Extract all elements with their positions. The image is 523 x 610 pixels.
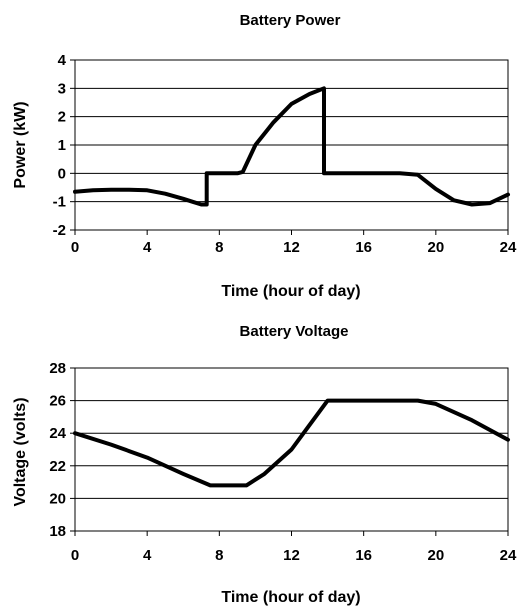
y-tick-label: 28	[49, 360, 66, 377]
chart-title: Battery Voltage	[240, 323, 349, 340]
y-tick-label: 0	[58, 165, 66, 182]
battery-voltage-chart: Battery Voltage 18 20 22 24 26 28 0 4 8 12 16 20 24…	[12, 323, 517, 606]
y-tick-label: 20	[49, 490, 66, 507]
voltage-series-line	[73, 398, 510, 488]
y-tick-label: 1	[58, 137, 66, 154]
chart-title: Battery Power	[240, 12, 341, 29]
y-tick-label: 24	[49, 425, 66, 442]
y-axis-label: Voltage (volts)	[12, 397, 29, 506]
x-tick-label: 16	[355, 547, 372, 564]
x-axis-label: Time (hour of day)	[221, 589, 360, 606]
y-tick-label: 4	[58, 52, 67, 69]
y-tick-label: -2	[53, 222, 66, 239]
x-tick-label: 20	[427, 239, 444, 256]
x-tick-label: 20	[427, 547, 444, 564]
x-tick-label: 12	[283, 239, 300, 256]
x-tick-label: 24	[500, 239, 517, 256]
x-axis-label: Time (hour of day)	[221, 283, 360, 300]
x-tick-label: 4	[143, 239, 152, 256]
y-tick-label: -1	[53, 194, 66, 211]
x-tick-label: 16	[355, 239, 372, 256]
x-tick-label: 8	[215, 239, 223, 256]
y-tick-label: 3	[58, 80, 66, 97]
x-tick-label: 12	[283, 547, 300, 564]
x-tick-label: 0	[71, 547, 79, 564]
y-tick-label: 18	[49, 523, 66, 540]
y-tick-label: 2	[58, 109, 66, 126]
y-tick-label: 26	[49, 393, 66, 410]
x-tick-label: 0	[71, 239, 79, 256]
x-tick-label: 4	[143, 547, 152, 564]
power-series-line	[73, 86, 510, 207]
x-tick-label: 24	[500, 547, 517, 564]
x-tick-label: 8	[215, 547, 223, 564]
y-axis-label: Power (kW)	[12, 101, 29, 188]
y-tick-label: 22	[49, 458, 66, 475]
